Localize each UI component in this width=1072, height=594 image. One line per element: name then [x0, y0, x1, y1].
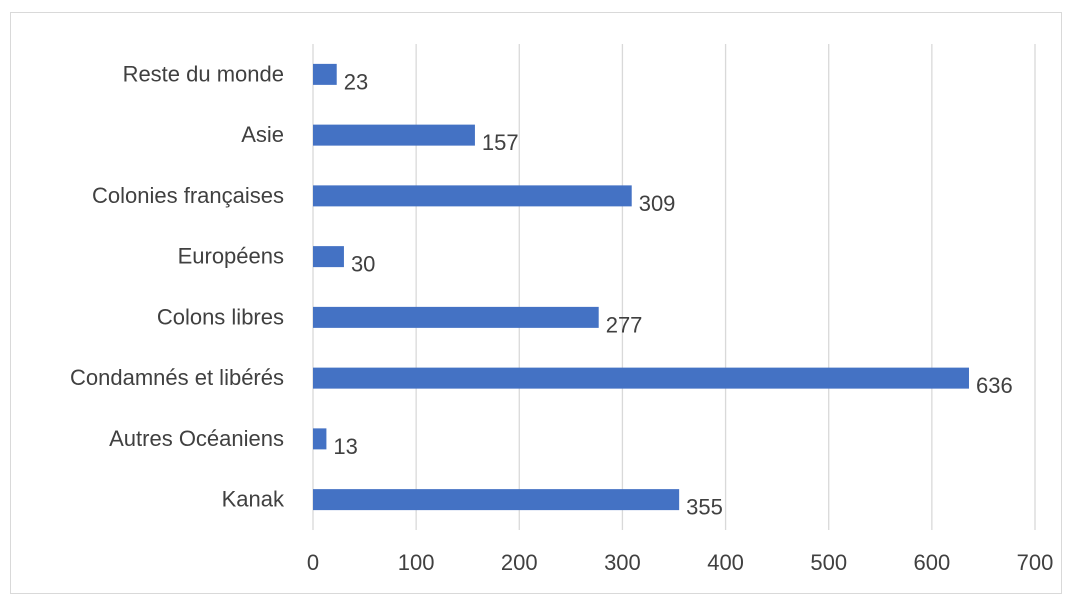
bar-reste-du-monde [313, 63, 337, 85]
bar-asie [313, 124, 475, 146]
bar-condamn-s-et-lib-r-s [313, 367, 969, 389]
category-label: Asie [241, 122, 284, 147]
category-label: Reste du monde [123, 61, 284, 86]
x-tick-label: 200 [501, 550, 538, 575]
x-tick-label: 400 [707, 550, 744, 575]
category-label: Condamnés et libérés [70, 365, 284, 390]
bar-autres-oc-aniens [313, 428, 327, 450]
x-tick-label: 0 [307, 550, 319, 575]
bar-kanak [313, 489, 680, 511]
x-tick-label: 300 [604, 550, 641, 575]
category-label: Kanak [222, 487, 285, 512]
data-label: 355 [686, 495, 723, 520]
x-tick-label: 700 [1017, 550, 1054, 575]
gridlines [312, 44, 1036, 530]
data-label: 23 [344, 69, 368, 94]
category-label: Colonies françaises [92, 183, 284, 208]
bar-colonies-fran-aises [313, 185, 632, 207]
x-tick-label: 500 [810, 550, 847, 575]
data-label: 157 [482, 130, 519, 155]
bar-colons-libres [313, 306, 599, 328]
bar-europ-ens [313, 246, 344, 268]
data-label: 277 [606, 312, 643, 337]
category-label: Colons libres [157, 304, 284, 329]
data-label: 30 [351, 252, 375, 277]
category-label: Autres Océaniens [109, 426, 284, 451]
x-tick-label: 600 [913, 550, 950, 575]
category-label: Européens [178, 244, 284, 269]
data-label: 636 [976, 373, 1013, 398]
labels: 0 100 200 300 400 500 600 700 Kanak 355 Autres Océ… [70, 61, 1053, 575]
x-tick-label: 100 [398, 550, 435, 575]
data-label: 13 [333, 434, 357, 459]
data-label: 309 [639, 191, 676, 216]
bars [313, 63, 969, 511]
